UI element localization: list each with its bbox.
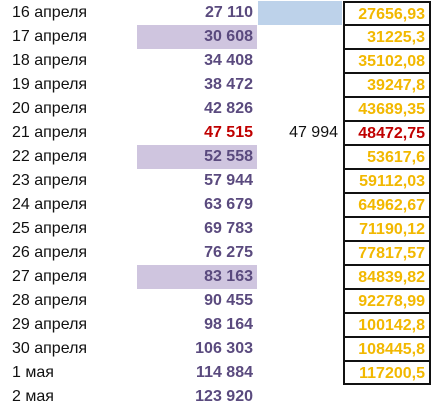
- mid-cell[interactable]: 47 994: [289, 124, 338, 141]
- value-cell[interactable]: 47 515: [204, 124, 253, 141]
- value-cell[interactable]: 57 944: [204, 172, 253, 189]
- prediction-cell[interactable]: 71190,12: [343, 217, 431, 241]
- table-row: 19 апреля 38 472 39247,8: [0, 73, 444, 97]
- prediction-cell[interactable]: 92278,99: [343, 289, 431, 313]
- mid-cell[interactable]: [258, 145, 342, 169]
- prediction-cell[interactable]: 31225,3: [343, 25, 431, 49]
- mid-cell[interactable]: [258, 241, 342, 265]
- value-cell[interactable]: 98 164: [204, 316, 253, 333]
- prediction-cell[interactable]: 53617,6: [343, 145, 431, 169]
- mid-cell[interactable]: [258, 337, 342, 361]
- date-cell[interactable]: 2 мая: [12, 388, 54, 405]
- date-cell[interactable]: 27 апреля: [12, 268, 88, 285]
- date-cell[interactable]: 21 апреля: [12, 124, 88, 141]
- date-cell[interactable]: 18 апреля: [12, 52, 88, 69]
- table-row: 17 апреля 30 608 31225,3: [0, 25, 444, 49]
- mid-cell[interactable]: [258, 385, 342, 409]
- value-cell[interactable]: 90 455: [204, 292, 253, 309]
- mid-cell[interactable]: [258, 1, 342, 25]
- table-row: 24 апреля 63 679 64962,67: [0, 193, 444, 217]
- date-cell[interactable]: 19 апреля: [12, 76, 88, 93]
- value-cell[interactable]: 27 110: [204, 4, 253, 21]
- date-cell[interactable]: 20 апреля: [12, 100, 88, 117]
- value-cell[interactable]: 34 408: [204, 52, 253, 69]
- date-cell[interactable]: 29 апреля: [12, 316, 88, 333]
- mid-cell[interactable]: [258, 193, 342, 217]
- date-cell[interactable]: 26 апреля: [12, 244, 88, 261]
- value-cell[interactable]: 106 303: [195, 340, 253, 357]
- prediction-cell[interactable]: 64962,67: [343, 193, 431, 217]
- date-cell[interactable]: 28 апреля: [12, 292, 88, 309]
- table-row: 2 мая 123 920: [0, 385, 444, 409]
- prediction-cell[interactable]: 35102,08: [343, 49, 431, 73]
- date-cell[interactable]: 23 апреля: [12, 172, 88, 189]
- table-row: 25 апреля 69 783 71190,12: [0, 217, 444, 241]
- table-row: 26 апреля 76 275 77817,57: [0, 241, 444, 265]
- date-cell[interactable]: 1 мая: [12, 364, 54, 381]
- date-cell[interactable]: 30 апреля: [12, 340, 88, 357]
- value-cell[interactable]: 52 558: [137, 145, 257, 169]
- prediction-cell[interactable]: 117200,5: [343, 361, 431, 385]
- prediction-cell[interactable]: 84839,82: [343, 265, 431, 289]
- prediction-cell[interactable]: 27656,93: [343, 1, 431, 25]
- value-cell[interactable]: 83 163: [137, 265, 257, 289]
- value-cell[interactable]: 42 826: [204, 100, 253, 117]
- mid-cell[interactable]: [258, 313, 342, 337]
- mid-cell[interactable]: [258, 217, 342, 241]
- table-row: 21 апреля 47 515 47 994 48472,75: [0, 121, 444, 145]
- table-row: 28 апреля 90 455 92278,99: [0, 289, 444, 313]
- value-cell[interactable]: 38 472: [204, 76, 253, 93]
- mid-cell[interactable]: [258, 361, 342, 385]
- value-cell[interactable]: 69 783: [204, 220, 253, 237]
- mid-cell[interactable]: [258, 97, 342, 121]
- date-cell[interactable]: 24 апреля: [12, 196, 88, 213]
- mid-cell[interactable]: [258, 289, 342, 313]
- table-row: 23 апреля 57 944 59112,03: [0, 169, 444, 193]
- prediction-cell[interactable]: 59112,03: [343, 169, 431, 193]
- prediction-cell[interactable]: 43689,35: [343, 97, 431, 121]
- table-row: 30 апреля 106 303 108445,8: [0, 337, 444, 361]
- table-row: 29 апреля 98 164 100142,8: [0, 313, 444, 337]
- date-cell[interactable]: 16 апреля: [12, 4, 88, 21]
- value-cell[interactable]: 63 679: [204, 196, 253, 213]
- mid-cell[interactable]: [258, 169, 342, 193]
- prediction-cell[interactable]: 100142,8: [343, 313, 431, 337]
- date-cell[interactable]: 17 апреля: [12, 28, 88, 45]
- prediction-cell[interactable]: 108445,8: [343, 337, 431, 361]
- value-cell[interactable]: 76 275: [204, 244, 253, 261]
- prediction-cell[interactable]: 48472,75: [343, 121, 431, 145]
- table-row: 18 апреля 34 408 35102,08: [0, 49, 444, 73]
- prediction-cell[interactable]: 77817,57: [343, 241, 431, 265]
- table-row: 16 апреля 27 110 27656,93: [0, 1, 444, 25]
- mid-cell[interactable]: [258, 73, 342, 97]
- date-cell[interactable]: 25 апреля: [12, 220, 88, 237]
- value-cell[interactable]: 30 608: [137, 25, 257, 49]
- prediction-cell[interactable]: 39247,8: [343, 73, 431, 97]
- table-row: 22 апреля 52 558 53617,6: [0, 145, 444, 169]
- value-cell[interactable]: 123 920: [195, 388, 253, 405]
- date-cell[interactable]: 22 апреля: [12, 148, 88, 165]
- mid-cell[interactable]: [258, 49, 342, 73]
- mid-cell[interactable]: [258, 25, 342, 49]
- value-cell[interactable]: 114 884: [196, 364, 253, 381]
- table-row: 20 апреля 42 826 43689,35: [0, 97, 444, 121]
- table-row: 27 апреля 83 163 84839,82: [0, 265, 444, 289]
- mid-cell[interactable]: [258, 265, 342, 289]
- table-row: 1 мая 114 884 117200,5: [0, 361, 444, 385]
